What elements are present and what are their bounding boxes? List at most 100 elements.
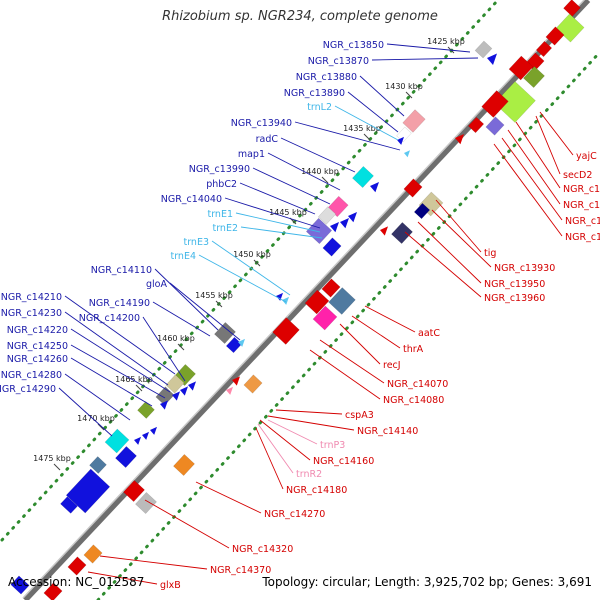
gene-feature-arrow (134, 436, 141, 445)
gene-feature-block (243, 374, 263, 394)
leader-line (501, 137, 563, 221)
gene-label-aatc: aatC (418, 328, 440, 339)
leader-line (267, 415, 355, 431)
leader-line (371, 57, 479, 61)
leader-line (198, 254, 287, 303)
gene-feature-block (352, 166, 374, 188)
gene-label-ngr_c14320: NGR_c14320 (232, 544, 293, 555)
gene-feature-block (225, 336, 243, 354)
tick-mark (215, 300, 223, 308)
leader-line (431, 209, 492, 268)
gene-label-ngr_c14270: NGR_c14270 (264, 509, 325, 520)
leader-line (224, 197, 321, 229)
gene-feature-block (413, 202, 431, 220)
leader-line (347, 91, 399, 133)
gene-feature-arrow (238, 338, 245, 347)
leader-line (309, 349, 381, 400)
leader-line (235, 212, 321, 233)
gene-label-ngr_c14220: NGR_c14220 (7, 325, 68, 336)
leader-line (259, 419, 311, 461)
gene-feature-block (508, 55, 534, 81)
label-leader-lines (58, 43, 574, 585)
gene-label-gloa: gloA (146, 279, 167, 290)
gene-label-ngr_c13940: NGR_c13940 (231, 118, 292, 129)
gene-feature-block (89, 456, 107, 474)
gene-label-ngr_c14370: NGR_c14370 (210, 565, 271, 576)
gene-label-ngr_c14290: NGR_c14290 (0, 384, 56, 395)
gene-label-ngr_c14180: NGR_c14180 (286, 485, 347, 496)
leader-line (539, 111, 574, 156)
gene-label-ngr_c14080: NGR_c14080 (383, 395, 444, 406)
gene-feature-arrow (160, 400, 168, 410)
leader-line (142, 316, 186, 382)
gene-feature-block (485, 116, 505, 136)
tick-label: 1475 kbp (33, 454, 71, 463)
gene-feature-arrow (487, 53, 497, 65)
gene-feature-block (321, 278, 341, 298)
gene-label-thra: thrA (403, 344, 424, 355)
leader-line (58, 387, 113, 437)
tick-mark (53, 463, 61, 471)
gene-labels: NGR_c13850 NGR_c13870 NGR_c13880 NGR_c13890… (0, 40, 600, 591)
gene-feature-block (43, 582, 63, 600)
leader-line (435, 199, 482, 253)
tick-mark (135, 384, 143, 392)
leader-line (404, 231, 482, 298)
leader-line (252, 167, 331, 205)
tick-label: 1450 kbp (233, 250, 271, 259)
leader-line (319, 339, 385, 384)
gene-label-tig: tig (484, 248, 496, 259)
leader-line (359, 75, 405, 117)
tick-mark (97, 423, 105, 431)
gene-feature-block (83, 544, 103, 564)
tick-label: 1440 kbp (301, 167, 339, 176)
leader-line (70, 328, 171, 393)
gene-label-ngr_c14230: NGR_c14230 (1, 308, 62, 319)
gene-feature-block (67, 556, 87, 576)
gene-label-ngr_c14280: NGR_c14280 (1, 370, 62, 381)
gene-label-recj: recJ (383, 360, 401, 371)
gene-feature-block (563, 0, 581, 17)
gene-feature-block (535, 40, 553, 58)
gene-feature-block (305, 217, 333, 245)
leader-line (364, 305, 416, 333)
leader-line (535, 115, 561, 175)
gene-feature-arrow (348, 211, 357, 223)
gene-label-cspa3: cspA3 (345, 410, 374, 421)
gene-label-ngr_c13860: NGR_c13860 (565, 232, 600, 243)
leader-line (515, 121, 561, 189)
leader-line (267, 419, 318, 445)
gene-label-phbc2: phbC2 (206, 179, 237, 190)
gene-label-ngr_c14160: NGR_c14160 (313, 456, 374, 467)
tick-mark (321, 176, 329, 184)
gene-feature-arrow (180, 386, 188, 396)
leader-line (240, 226, 323, 239)
leader-line (169, 282, 241, 341)
tick-label: 1435 kbp (343, 124, 381, 133)
gene-feature-arrow (340, 217, 349, 229)
gene-label-ngr_c13870: NGR_c13870 (308, 56, 369, 67)
gene-feature-block (115, 446, 137, 468)
leader-line (507, 129, 561, 205)
gene-label-glxb: glxB (160, 580, 181, 591)
gene-feature-arrow (226, 386, 233, 395)
leader-line (87, 571, 158, 585)
tick-label: 1460 kbp (157, 334, 195, 343)
tick-mark (405, 91, 413, 99)
leader-line (64, 311, 169, 386)
leader-line (493, 143, 563, 237)
gene-feature-block (403, 178, 423, 198)
gene-label-ngr_c14140: NGR_c14140 (357, 426, 418, 437)
gene-feature-block (402, 109, 426, 133)
gene-label-secd2: secD2 (563, 170, 592, 181)
gene-label-ngr_c13930: NGR_c13930 (494, 263, 555, 274)
gene-label-trnp3: trnP3 (320, 440, 345, 451)
leader-line (64, 295, 176, 375)
gene-feature-arrow (188, 381, 196, 391)
gene-label-ngr_c13820: NGR_c13820 (563, 184, 600, 195)
gene-feature-block (467, 116, 485, 134)
gene-feature-block (304, 289, 330, 315)
leader-line (64, 373, 131, 421)
leader-line (275, 409, 343, 415)
gene-label-ngr_c14070: NGR_c14070 (387, 379, 448, 390)
